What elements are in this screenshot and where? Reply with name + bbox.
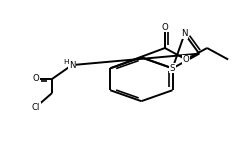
Text: Cl: Cl — [32, 103, 40, 112]
Text: N: N — [181, 29, 188, 38]
Text: N: N — [69, 61, 75, 70]
Text: S: S — [170, 64, 175, 73]
Text: H: H — [63, 59, 68, 65]
Text: O: O — [32, 74, 39, 84]
Text: O: O — [183, 55, 189, 64]
Text: O: O — [161, 23, 168, 32]
